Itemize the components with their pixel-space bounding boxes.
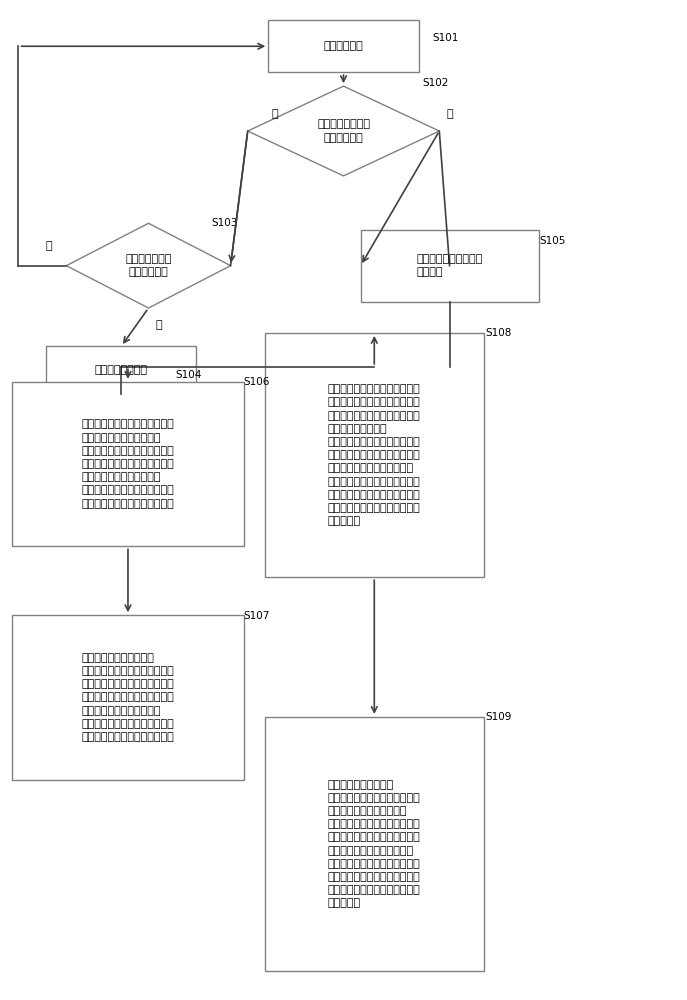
Text: S103: S103 bbox=[212, 218, 238, 228]
Text: S107: S107 bbox=[243, 611, 269, 621]
Text: 获取当前时刻: 获取当前时刻 bbox=[324, 41, 363, 51]
FancyBboxPatch shape bbox=[46, 346, 196, 394]
FancyBboxPatch shape bbox=[12, 382, 245, 546]
Text: 获取全部室内机的开、
关机状态: 获取全部室内机的开、 关机状态 bbox=[416, 254, 483, 277]
Text: 否: 否 bbox=[272, 109, 278, 119]
Text: S104: S104 bbox=[176, 370, 202, 380]
FancyBboxPatch shape bbox=[264, 717, 484, 971]
Polygon shape bbox=[248, 86, 439, 176]
Text: 若全部室内机均开启，则
化霜结束后，控制压缩机关闭；
待压缩机关闭达到第五时长阈值
后，控制四通阀换向至制热模式
、压缩机以第三频率运行；
待压缩机运行达到第六: 若全部室内机均开启，则 化霜结束后，控制压缩机关闭； 待压缩机关闭达到第五时长阈… bbox=[82, 653, 174, 742]
Text: S101: S101 bbox=[432, 33, 459, 43]
Text: 是: 是 bbox=[446, 109, 453, 119]
Text: S105: S105 bbox=[540, 236, 566, 246]
FancyBboxPatch shape bbox=[268, 20, 419, 72]
Text: 若部分室内机开启且满足化霜条
件，则控制关机室内机的电子膨
胀阀打开、开机室内机的电子膨
胀阀和电磁阀关闭；
待开机室内机的电子膨胀阀和电
磁阀关闭达到第三时长: 若部分室内机开启且满足化霜条 件，则控制关机室内机的电子膨 胀阀打开、开机室内机… bbox=[328, 384, 420, 526]
FancyBboxPatch shape bbox=[264, 333, 484, 577]
Text: 当前时刻是否满
足预处理条件: 当前时刻是否满 足预处理条件 bbox=[125, 254, 172, 277]
Text: 若部分室内机开启，则
化霜结束后，控制开机室内机的
电子膨胀阀和电磁阀关闭；
待开机室内机的电子膨胀阀和电
磁阀关闭达到第七时长阈值后，
控制四通阀换向至制热模: 若部分室内机开启，则 化霜结束后，控制开机室内机的 电子膨胀阀和电磁阀关闭； 待… bbox=[328, 780, 420, 908]
Text: S109: S109 bbox=[485, 712, 512, 722]
Text: 否: 否 bbox=[46, 241, 53, 251]
Text: 若全部室内机均开启且满足化霜
条件，则控制压缩机关闭；
待压缩机关闭达到第一时长阈值
后，控制四通阀换向至制冷模式
、压缩机以第一频率运行；
待压缩机运行达到第: 若全部室内机均开启且满足化霜 条件，则控制压缩机关闭； 待压缩机关闭达到第一时长… bbox=[82, 420, 174, 509]
Text: 是: 是 bbox=[155, 320, 162, 330]
Text: 判断当前时刻是否
位于夜间时段: 判断当前时刻是否 位于夜间时段 bbox=[317, 119, 370, 143]
Text: 控制进入化霜模式: 控制进入化霜模式 bbox=[95, 365, 148, 375]
FancyBboxPatch shape bbox=[361, 230, 539, 302]
Polygon shape bbox=[67, 223, 231, 308]
Text: S106: S106 bbox=[243, 377, 269, 387]
Text: S108: S108 bbox=[485, 328, 512, 338]
Text: S102: S102 bbox=[423, 78, 449, 88]
FancyBboxPatch shape bbox=[12, 615, 245, 780]
